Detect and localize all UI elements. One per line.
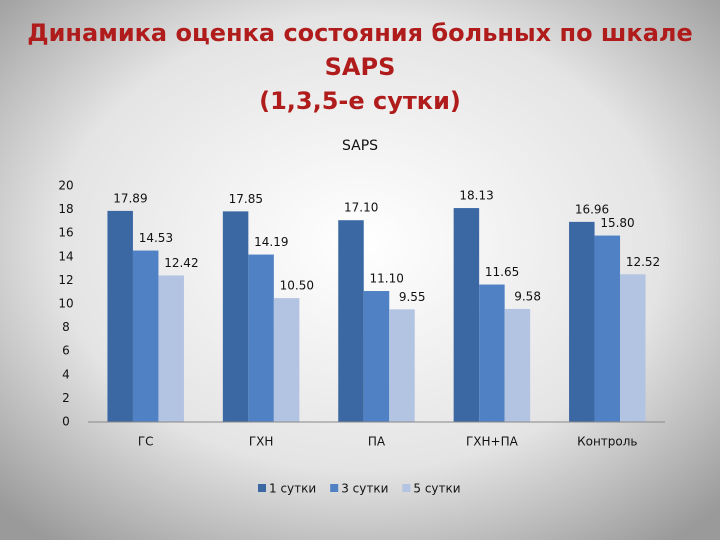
y-tick-label: 16: [58, 226, 73, 240]
bar: [363, 291, 390, 422]
title-line: Динамика оценка состояния больных по шка…: [27, 19, 693, 47]
value-label: 9.55: [399, 290, 426, 304]
legend-swatch: [402, 484, 411, 492]
x-tick-label: ГХН: [249, 435, 274, 449]
x-tick-label: ГС: [138, 435, 154, 449]
value-label: 17.10: [344, 201, 378, 215]
y-tick-label: 0: [62, 415, 70, 429]
value-label: 16.96: [575, 202, 609, 216]
y-tick-label: 20: [58, 179, 73, 193]
bar: [132, 250, 159, 422]
bar: [620, 274, 646, 422]
value-label: 18.13: [459, 189, 493, 203]
x-tick-label: ГХН+ПА: [466, 435, 519, 449]
title-line: SAPS: [325, 53, 396, 81]
bar: [158, 275, 184, 422]
legend-swatch: [258, 484, 266, 492]
value-label: 11.10: [370, 272, 404, 286]
bar: [107, 210, 133, 422]
value-label: 9.58: [514, 289, 541, 303]
y-tick-label: 12: [58, 273, 73, 287]
value-label: 15.80: [600, 216, 634, 230]
bar: [479, 284, 505, 422]
legend-swatch: [330, 484, 339, 492]
y-tick-label: 4: [62, 367, 70, 381]
value-label: 17.89: [113, 191, 147, 205]
bar: [389, 309, 415, 422]
y-tick-label: 6: [62, 344, 70, 358]
bar: [273, 298, 300, 422]
y-tick-label: 8: [62, 320, 70, 334]
value-label: 14.19: [254, 235, 288, 249]
bar: [248, 254, 274, 422]
y-tick-label: 14: [58, 249, 73, 263]
title-line: (1,3,5-е сутки): [259, 87, 461, 115]
value-label: 11.65: [485, 265, 519, 279]
legend-label: 3 сутки: [341, 482, 388, 496]
value-label: 17.85: [229, 192, 263, 206]
chart-title: SAPS: [342, 138, 378, 154]
bar: [594, 235, 621, 422]
legend-label: 5 сутки: [413, 482, 460, 496]
legend-label: 1 сутки: [269, 482, 316, 496]
value-label: 10.50: [280, 279, 314, 293]
bar: [504, 308, 531, 422]
x-tick-label: Контроль: [577, 435, 637, 449]
value-label: 14.53: [139, 231, 173, 245]
y-tick-label: 10: [58, 297, 73, 311]
bar: [453, 208, 480, 422]
value-label: 12.52: [626, 255, 660, 269]
x-tick-label: ПА: [368, 435, 386, 449]
value-label: 12.42: [164, 256, 198, 270]
bar: [569, 221, 595, 422]
y-tick-label: 2: [62, 391, 70, 405]
bar: [222, 211, 249, 422]
y-tick-label: 18: [58, 202, 73, 216]
bar: [338, 220, 364, 422]
